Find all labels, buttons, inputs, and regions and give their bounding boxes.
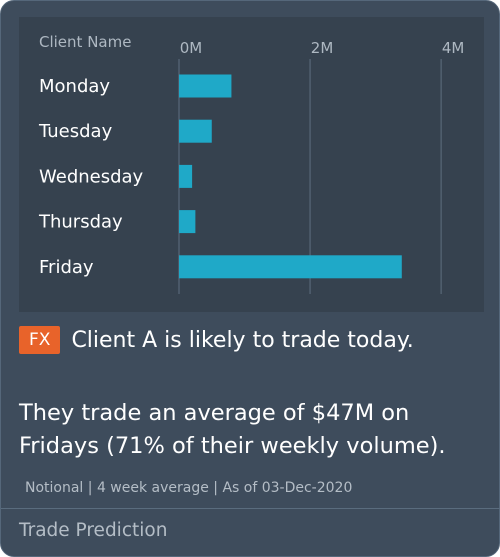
bar-friday: [179, 255, 402, 279]
divider: [1, 508, 500, 509]
category-label: Wednesday: [39, 166, 144, 187]
summary-line-2: Fridays (71% of their weekly volume).: [19, 433, 446, 459]
prediction-headline: FX Client A is likely to trade today.: [19, 326, 414, 354]
bar-chart: Client Name 0M 2M 4M Monday Tuesday Wednesday T…: [38, 33, 465, 294]
prediction-summary: They trade an average of $47M on Fridays…: [19, 397, 489, 463]
category-label: Monday: [39, 76, 110, 97]
fx-badge: FX: [19, 326, 61, 354]
bar-thursday: [179, 210, 196, 234]
bar-chart-panel: Client Name 0M 2M 4M Monday Tuesday Wednesday T…: [19, 17, 484, 312]
bar-tuesday: [179, 119, 212, 143]
bar-wednesday: [179, 164, 193, 188]
footnote: Notional | 4 week average | As of 03-Dec…: [25, 480, 353, 496]
headline-text: Client A is likely to trade today.: [71, 327, 414, 353]
x-tick-label: 0M: [180, 39, 203, 57]
category-label: Friday: [39, 257, 94, 278]
card-title: Trade Prediction: [19, 520, 168, 541]
bar-monday: [179, 74, 232, 98]
summary-line-1: They trade an average of $47M on: [19, 400, 410, 426]
category-label: Tuesday: [38, 121, 113, 142]
x-tick-label: 4M: [442, 39, 465, 57]
category-label: Thursday: [38, 212, 123, 233]
category-header: Client Name: [39, 33, 131, 51]
x-tick-label: 2M: [311, 39, 334, 57]
